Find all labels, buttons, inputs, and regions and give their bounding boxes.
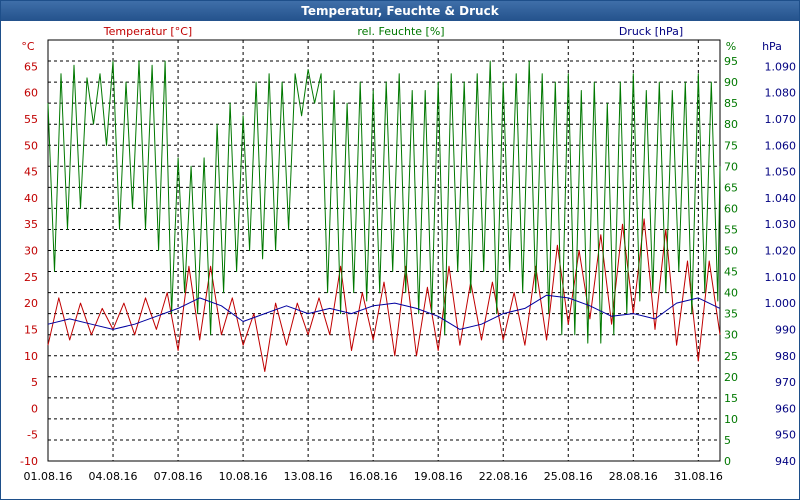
x-tick-label: 13.08.16 — [284, 470, 333, 483]
plot-border — [47, 39, 721, 462]
pressure-tick-label: 1.020 — [765, 245, 797, 258]
temperature-tick-label: 30 — [24, 245, 38, 258]
pressure-tick-label: 980 — [775, 350, 796, 363]
temperature-header: Temperatur [°C] — [103, 25, 192, 38]
humidity-tick-label: 45 — [724, 266, 738, 279]
pressure-tick-label: 1.090 — [765, 60, 797, 73]
humidity-tick-label: 35 — [724, 308, 738, 321]
pressure-tick-label: 940 — [775, 455, 796, 468]
x-tick-label: 31.08.16 — [674, 470, 723, 483]
humidity-tick-label: 55 — [724, 223, 738, 236]
temperature-tick-label: 15 — [24, 323, 38, 336]
pressure-tick-label: 950 — [775, 429, 796, 442]
x-tick-label: 04.08.16 — [89, 470, 138, 483]
temperature-tick-label: -5 — [27, 429, 38, 442]
humidity-tick-label: 15 — [724, 392, 738, 405]
temperature-tick-label: 0 — [31, 402, 38, 415]
pressure-tick-label: 1.040 — [765, 192, 797, 205]
humidity-tick-label: 70 — [724, 160, 738, 173]
temperature-tick-label: 40 — [24, 192, 38, 205]
pressure-tick-label: 1.030 — [765, 218, 797, 231]
x-tick-label: 07.08.16 — [154, 470, 203, 483]
series — [47, 60, 721, 372]
humidity-tick-label: 10 — [724, 413, 738, 426]
pressure-tick-label: 1.060 — [765, 139, 797, 152]
humidity-tick-label: 25 — [724, 350, 738, 363]
temperature-unit: °C — [21, 40, 35, 53]
temperature-line — [47, 218, 721, 372]
pressure-tick-label: 1.080 — [765, 87, 797, 100]
humidity-tick-label: 95 — [724, 55, 738, 68]
pressure-axis: 940 950 960 970 980 990 1.000 1.010 1.020 1.030 1.… — [765, 60, 797, 468]
temperature-tick-label: 55 — [24, 113, 38, 126]
pressure-tick-label: 990 — [775, 323, 796, 336]
pressure-tick-label: 1.070 — [765, 113, 797, 126]
temperature-tick-label: 5 — [31, 376, 38, 389]
temperature-tick-label: 50 — [24, 139, 38, 152]
x-tick-label: 22.08.16 — [479, 470, 528, 483]
x-tick-label: 16.08.16 — [349, 470, 398, 483]
temperature-tick-label: 25 — [24, 271, 38, 284]
humidity-tick-label: 40 — [724, 287, 738, 300]
humidity-tick-label: 50 — [724, 245, 738, 258]
humidity-axis: 0 5 10 15 20 25 30 35 40 45 50 55 60 65 70 75 80 85 90 95 — [724, 55, 738, 468]
humidity-tick-label: 30 — [724, 329, 738, 342]
pressure-tick-label: 1.050 — [765, 166, 797, 179]
pressure-unit: hPa — [762, 40, 782, 53]
humidity-tick-label: 60 — [724, 202, 738, 215]
temperature-tick-label: 65 — [24, 60, 38, 73]
temperature-axis: -10 -5 0 5 10 15 20 25 30 35 40 45 50 55 60 65 — [20, 60, 38, 468]
humidity-header: rel. Feuchte [%] — [357, 25, 444, 38]
x-axis: 01.08.16 04.08.16 07.08.16 10.08.16 13.08.16… — [24, 470, 723, 483]
humidity-tick-label: 20 — [724, 371, 738, 384]
humidity-tick-label: 80 — [724, 118, 738, 131]
x-tick-label: 25.08.16 — [544, 470, 593, 483]
humidity-tick-label: 75 — [724, 139, 738, 152]
x-tick-label: 19.08.16 — [414, 470, 463, 483]
x-tick-label: 01.08.16 — [24, 470, 73, 483]
temperature-tick-label: 35 — [24, 218, 38, 231]
humidity-line — [47, 60, 721, 344]
humidity-tick-label: 90 — [724, 76, 738, 89]
x-tick-label: 10.08.16 — [219, 470, 268, 483]
temperature-tick-label: 10 — [24, 350, 38, 363]
humidity-tick-label: 0 — [724, 455, 731, 468]
temperature-tick-label: 45 — [24, 166, 38, 179]
pressure-tick-label: 960 — [775, 402, 796, 415]
humidity-tick-label: 65 — [724, 181, 738, 194]
temperature-tick-label: 60 — [24, 87, 38, 100]
humidity-tick-label: 85 — [724, 97, 738, 110]
humidity-unit: % — [726, 40, 736, 53]
window-title: Temperatur, Feuchte & Druck — [1, 1, 799, 21]
humidity-tick-label: 5 — [724, 434, 731, 447]
pressure-header: Druck [hPa] — [619, 25, 683, 38]
pressure-line — [47, 294, 721, 330]
pressure-tick-label: 1.010 — [765, 271, 797, 284]
temperature-tick-label: 20 — [24, 297, 38, 310]
x-tick-label: 28.08.16 — [609, 470, 658, 483]
pressure-tick-label: 1.000 — [765, 297, 797, 310]
temperature-tick-label: -10 — [20, 455, 38, 468]
pressure-tick-label: 970 — [775, 376, 796, 389]
